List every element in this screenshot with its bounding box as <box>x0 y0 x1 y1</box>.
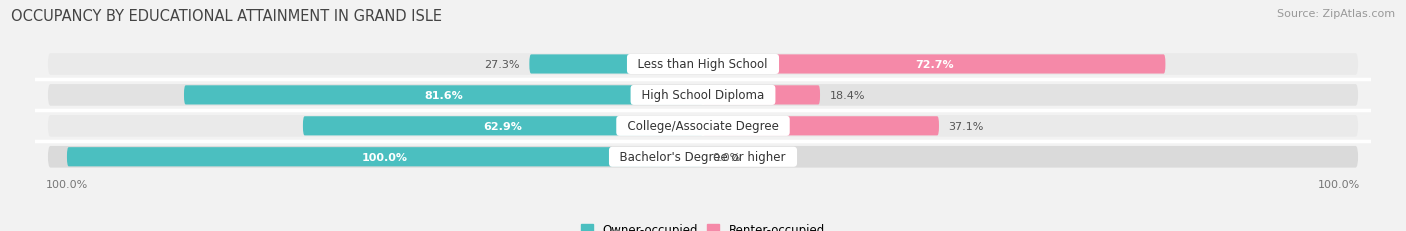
FancyBboxPatch shape <box>302 117 703 136</box>
FancyBboxPatch shape <box>703 86 820 105</box>
FancyBboxPatch shape <box>48 85 1358 106</box>
Text: Bachelor's Degree or higher: Bachelor's Degree or higher <box>613 151 793 164</box>
Text: 18.4%: 18.4% <box>830 91 865 100</box>
Legend: Owner-occupied, Renter-occupied: Owner-occupied, Renter-occupied <box>576 219 830 231</box>
Text: High School Diploma: High School Diploma <box>634 89 772 102</box>
Text: 27.3%: 27.3% <box>484 60 520 70</box>
Text: 100.0%: 100.0% <box>361 152 408 162</box>
FancyBboxPatch shape <box>48 116 1358 137</box>
Text: 62.9%: 62.9% <box>484 121 523 131</box>
Text: 37.1%: 37.1% <box>949 121 984 131</box>
FancyBboxPatch shape <box>529 55 703 74</box>
FancyBboxPatch shape <box>48 54 1358 76</box>
FancyBboxPatch shape <box>184 86 703 105</box>
Text: Less than High School: Less than High School <box>630 58 776 71</box>
FancyBboxPatch shape <box>48 146 1358 168</box>
Text: Source: ZipAtlas.com: Source: ZipAtlas.com <box>1277 9 1395 19</box>
FancyBboxPatch shape <box>67 148 703 167</box>
FancyBboxPatch shape <box>703 117 939 136</box>
FancyBboxPatch shape <box>703 55 1166 74</box>
Text: OCCUPANCY BY EDUCATIONAL ATTAINMENT IN GRAND ISLE: OCCUPANCY BY EDUCATIONAL ATTAINMENT IN G… <box>11 9 443 24</box>
Text: 72.7%: 72.7% <box>915 60 953 70</box>
Text: College/Associate Degree: College/Associate Degree <box>620 120 786 133</box>
Text: 0.0%: 0.0% <box>713 152 741 162</box>
Text: 81.6%: 81.6% <box>425 91 463 100</box>
